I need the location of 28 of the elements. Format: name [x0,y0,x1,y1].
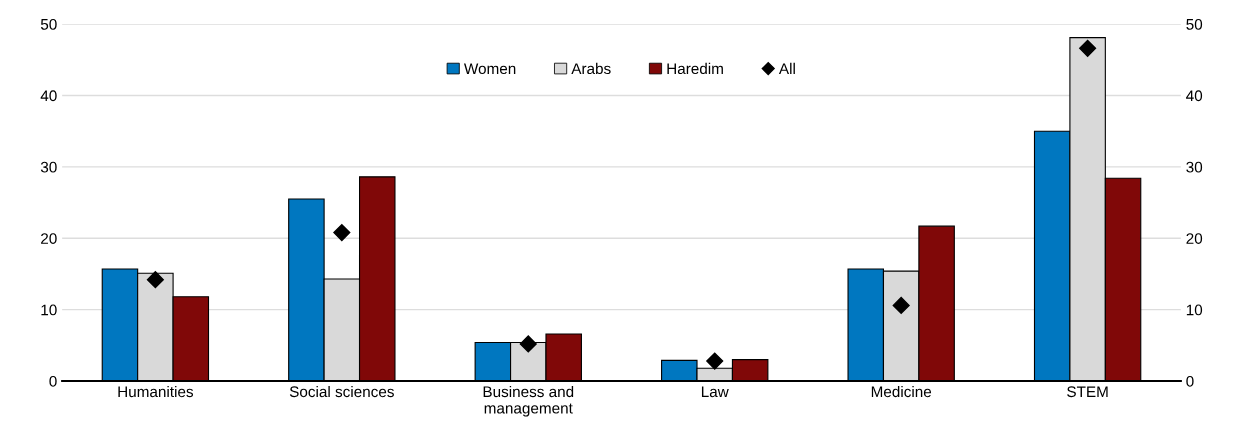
y2-tick-label: 40 [1186,90,1203,102]
legend-label: Arabs [571,62,611,75]
x-tick-label: STEM [1067,386,1108,398]
x-tick-label: Business and management [483,385,574,417]
x-tick-label: Law [701,386,729,398]
y2-tick-label: 30 [1186,161,1203,173]
y-tick-label: 50 [40,18,57,30]
y-tick-label: 40 [40,90,57,102]
y2-tick-label: 20 [1186,233,1203,244]
point [519,335,537,353]
y2-tick-label: 0 [1186,375,1194,387]
point [1079,39,1097,57]
legend-label: All [778,62,795,74]
x-tick-label: Medicine [871,385,932,398]
point [333,224,351,242]
y-tick-label: 0 [49,375,57,387]
x-tick-label: Humanities [118,385,194,398]
y-tick-label: 10 [41,304,57,316]
x-tick-label: Social sciences [289,385,394,398]
legend-label: Haredim [667,62,723,75]
y2-tick-label: 50 [1186,18,1203,30]
point [706,352,724,370]
y-tick-label: 30 [40,161,57,173]
point [892,296,910,314]
point [146,271,164,289]
y-tick-label: 20 [41,233,57,244]
y2-tick-label: 10 [1186,304,1203,316]
legend-label: Women [463,63,516,75]
